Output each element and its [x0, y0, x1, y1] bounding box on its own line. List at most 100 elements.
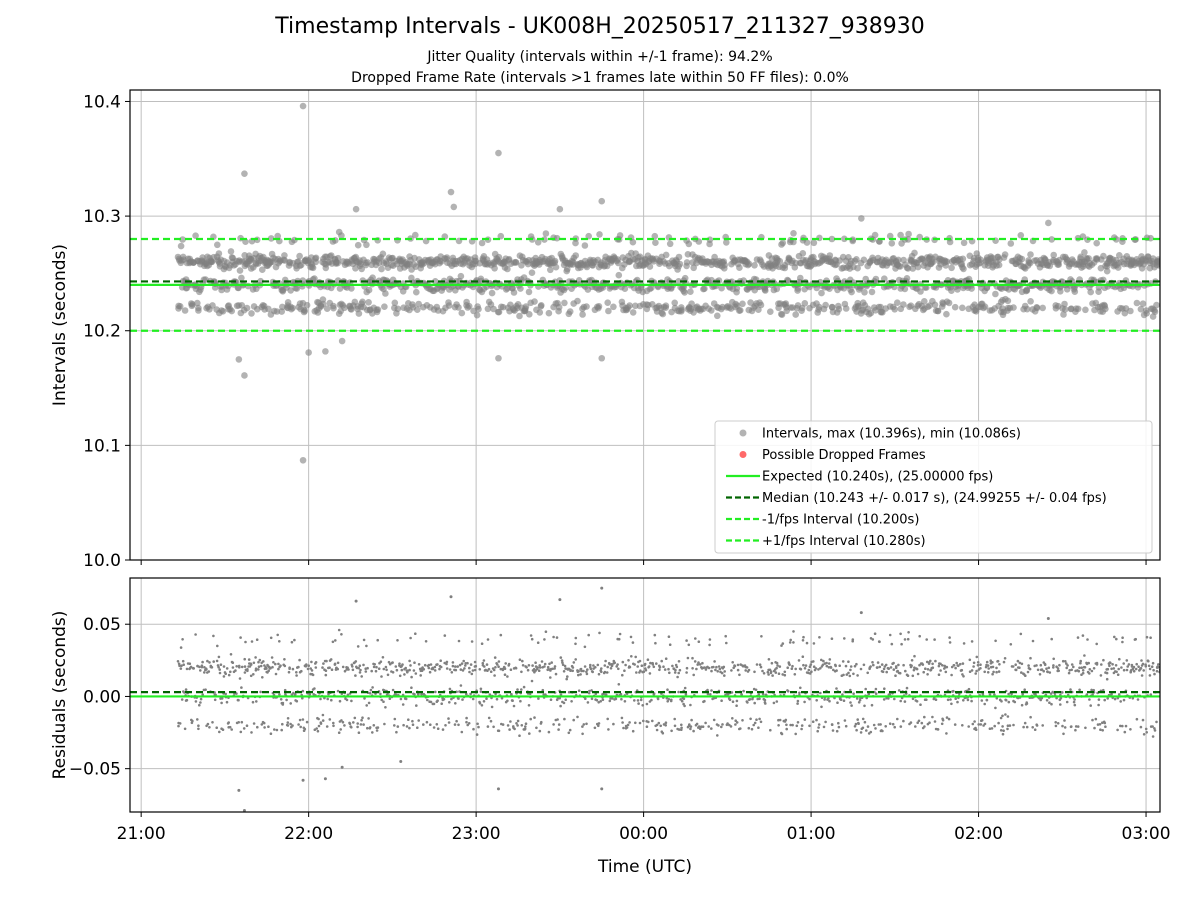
residual-point: [461, 669, 465, 672]
residual-point: [1139, 666, 1143, 670]
residual-point: [205, 668, 208, 671]
residual-point: [339, 728, 343, 731]
interval-point: [293, 285, 301, 292]
interval-point: [629, 309, 637, 316]
residual-point: [523, 727, 527, 731]
interval-point: [369, 274, 376, 282]
residual-point: [293, 638, 296, 642]
residual-point: [358, 664, 362, 667]
residual-point: [183, 727, 187, 731]
residual-point: [892, 661, 895, 665]
residual-point: [509, 720, 512, 723]
residual-outlier-point: [301, 778, 305, 782]
residual-point: [1020, 703, 1024, 707]
residual-point: [561, 661, 564, 664]
residual-point: [720, 671, 724, 675]
interval-point: [721, 261, 728, 269]
residual-point: [580, 669, 583, 673]
interval-outlier-point: [299, 102, 307, 110]
interval-point: [816, 234, 823, 242]
residual-point: [1151, 735, 1155, 738]
residual-point: [426, 698, 429, 702]
residual-point: [848, 674, 852, 678]
residual-point: [279, 698, 283, 701]
residual-point: [366, 666, 369, 670]
residual-point: [380, 698, 384, 702]
residual-point: [966, 698, 970, 702]
residual-point: [440, 702, 444, 705]
residual-point: [313, 728, 317, 731]
residual-point: [512, 704, 516, 708]
residual-point: [362, 663, 365, 667]
residual-point: [561, 663, 565, 666]
interval-point: [896, 263, 904, 270]
residual-point: [298, 658, 301, 662]
residual-point: [912, 668, 916, 672]
residual-point: [651, 719, 654, 723]
interval-point: [177, 242, 185, 250]
residual-point: [772, 701, 776, 705]
residual-point: [1132, 669, 1136, 673]
residual-point: [655, 728, 659, 732]
residual-point: [192, 667, 195, 670]
y-tick-label: −0.05: [69, 760, 121, 780]
residual-point: [454, 668, 458, 672]
residual-point: [597, 701, 600, 704]
residual-point: [572, 718, 575, 722]
interval-outlier-point: [598, 354, 606, 362]
residual-point: [1023, 688, 1026, 691]
residual-point: [712, 718, 716, 722]
residual-point: [903, 700, 907, 703]
interval-point: [338, 232, 345, 239]
interval-point: [267, 235, 275, 242]
residual-point: [259, 664, 263, 668]
residual-point: [262, 721, 266, 725]
residual-point: [979, 723, 983, 726]
residual-point: [408, 659, 411, 663]
residual-point: [1151, 725, 1154, 728]
interval-point: [745, 260, 753, 268]
residual-point: [785, 727, 788, 731]
residual-point: [874, 687, 878, 691]
residual-point: [1089, 704, 1092, 707]
residual-point: [330, 668, 334, 671]
interval-outlier-point: [305, 349, 312, 356]
residual-point: [1131, 697, 1135, 700]
residual-point: [385, 668, 388, 672]
residual-point: [278, 693, 281, 696]
residual-point: [789, 638, 792, 642]
residual-point: [893, 697, 896, 701]
residual-point: [1098, 723, 1102, 726]
residual-point: [775, 666, 778, 670]
residual-point: [1035, 724, 1039, 727]
interval-point: [585, 232, 592, 240]
residual-point: [391, 688, 395, 692]
residual-point: [817, 726, 820, 729]
residual-point: [384, 665, 388, 669]
residual-point: [640, 664, 644, 667]
residual-point: [758, 697, 761, 701]
residual-point: [1045, 699, 1049, 702]
interval-point: [265, 305, 272, 313]
residual-point: [724, 634, 727, 638]
residual-point: [995, 697, 999, 700]
residual-point: [810, 670, 813, 673]
residual-point: [180, 664, 183, 667]
residual-point: [410, 686, 413, 689]
residual-point: [1122, 698, 1126, 702]
interval-point: [1004, 297, 1012, 305]
interval-point: [860, 256, 868, 264]
interval-point: [701, 285, 708, 293]
interval-point: [555, 304, 563, 311]
interval-outlier-point: [447, 188, 455, 196]
residual-point: [646, 658, 650, 661]
residual-point: [207, 670, 211, 673]
residual-point: [466, 723, 470, 727]
residual-point: [436, 699, 439, 702]
residual-point: [240, 665, 244, 669]
residual-point: [731, 717, 734, 720]
interval-point: [561, 299, 568, 307]
residual-point: [567, 690, 571, 694]
residual-point: [376, 638, 380, 642]
residual-point: [668, 671, 671, 675]
